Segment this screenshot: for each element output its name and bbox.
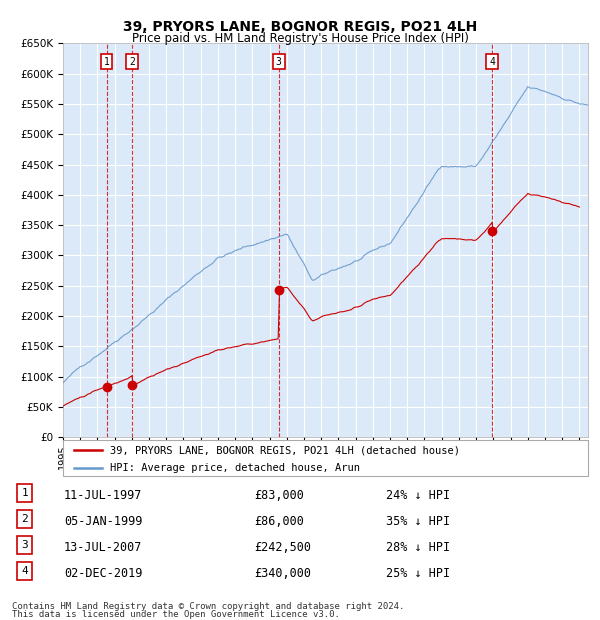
Text: 28% ↓ HPI: 28% ↓ HPI (386, 541, 451, 554)
Text: 05-JAN-1999: 05-JAN-1999 (64, 515, 142, 528)
Text: 13-JUL-2007: 13-JUL-2007 (64, 541, 142, 554)
Text: HPI: Average price, detached house, Arun: HPI: Average price, detached house, Arun (110, 463, 360, 473)
Text: 39, PRYORS LANE, BOGNOR REGIS, PO21 4LH (detached house): 39, PRYORS LANE, BOGNOR REGIS, PO21 4LH … (110, 445, 460, 455)
Text: £340,000: £340,000 (254, 567, 311, 580)
Text: Contains HM Land Registry data © Crown copyright and database right 2024.: Contains HM Land Registry data © Crown c… (12, 602, 404, 611)
Text: 1: 1 (104, 56, 109, 66)
Text: 25% ↓ HPI: 25% ↓ HPI (386, 567, 451, 580)
Text: 2: 2 (129, 56, 135, 66)
Text: £242,500: £242,500 (254, 541, 311, 554)
Text: 1: 1 (21, 488, 28, 498)
FancyBboxPatch shape (63, 440, 588, 476)
Text: This data is licensed under the Open Government Licence v3.0.: This data is licensed under the Open Gov… (12, 609, 340, 619)
Text: 02-DEC-2019: 02-DEC-2019 (64, 567, 142, 580)
Text: £86,000: £86,000 (254, 515, 304, 528)
Text: 4: 4 (489, 56, 495, 66)
Text: £83,000: £83,000 (254, 489, 304, 502)
Text: Price paid vs. HM Land Registry's House Price Index (HPI): Price paid vs. HM Land Registry's House … (131, 32, 469, 45)
Text: 11-JUL-1997: 11-JUL-1997 (64, 489, 142, 502)
Text: 39, PRYORS LANE, BOGNOR REGIS, PO21 4LH: 39, PRYORS LANE, BOGNOR REGIS, PO21 4LH (123, 20, 477, 34)
Text: 24% ↓ HPI: 24% ↓ HPI (386, 489, 451, 502)
Text: 3: 3 (276, 56, 281, 66)
Text: 2: 2 (21, 514, 28, 524)
Text: 4: 4 (21, 566, 28, 576)
Text: 35% ↓ HPI: 35% ↓ HPI (386, 515, 451, 528)
Text: 3: 3 (21, 540, 28, 550)
